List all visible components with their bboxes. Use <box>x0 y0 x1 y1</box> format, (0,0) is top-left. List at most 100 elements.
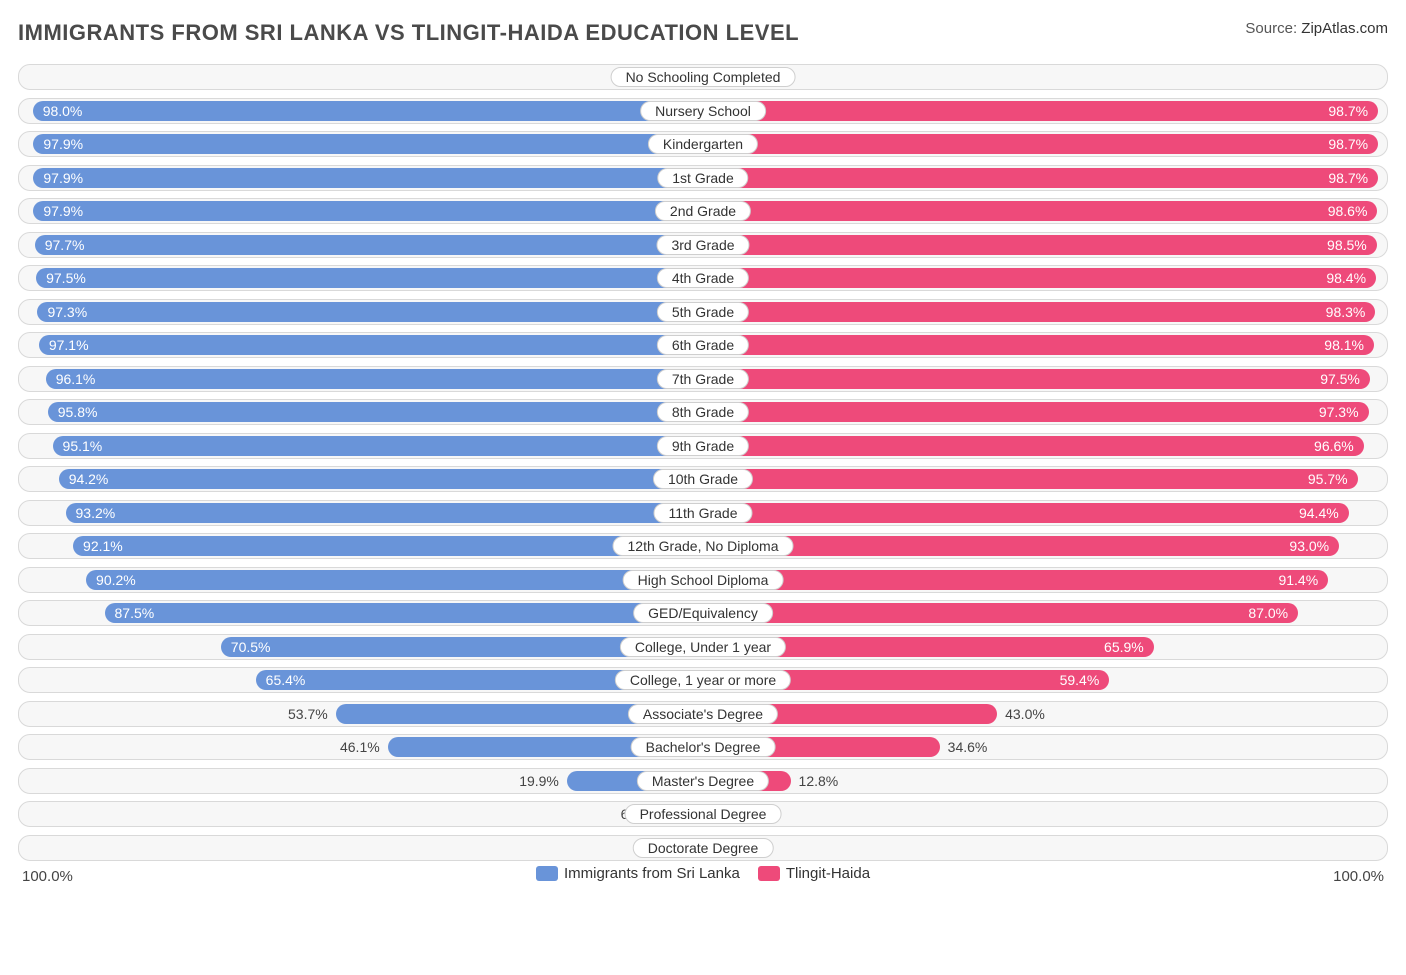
chart-row: 97.5%98.4%4th Grade <box>18 265 1388 291</box>
bar-left: 94.2% <box>59 469 703 489</box>
bar-left: 98.0% <box>33 101 703 121</box>
bar-right-value: 43.0% <box>997 702 1053 726</box>
source-value: ZipAtlas.com <box>1301 20 1388 37</box>
bar-right-value: 97.5% <box>1310 369 1370 389</box>
bar-left: 87.5% <box>105 603 704 623</box>
bar-left: 92.1% <box>73 536 703 556</box>
diverging-bar-chart: 2.0%1.5%No Schooling Completed 98.0% 98.7%… <box>18 64 1388 861</box>
chart-row: 98.0% 98.7% Nursery School <box>18 98 1388 124</box>
bar-left: 90.2% <box>86 570 703 590</box>
chart-row: 87.5% 87.0% GED/Equivalency <box>18 600 1388 626</box>
category-label: GED/Equivalency <box>633 603 773 623</box>
bar-right-value: 98.3% <box>1316 302 1376 322</box>
bar-left-value: 65.4% <box>256 670 316 690</box>
bar-left: 97.1% <box>39 335 703 355</box>
bar-right: 93.0% <box>703 536 1339 556</box>
bar-right-value: 98.7% <box>1318 101 1378 121</box>
legend-label-left: Immigrants from Sri Lanka <box>564 865 740 882</box>
category-label: 2nd Grade <box>655 201 751 221</box>
bar-right-value: 95.7% <box>1298 469 1358 489</box>
bar-left-value: 92.1% <box>73 536 133 556</box>
chart-row: 46.1%34.6%Bachelor's Degree <box>18 734 1388 760</box>
bar-left-value: 97.9% <box>33 168 93 188</box>
category-label: 12th Grade, No Diploma <box>613 536 794 556</box>
bar-right-value: 34.6% <box>940 735 996 759</box>
chart-row: 96.1%97.5%7th Grade <box>18 366 1388 392</box>
category-label: 3rd Grade <box>656 235 749 255</box>
chart-row: 90.2% 91.4% High School Diploma <box>18 567 1388 593</box>
bar-left-value: 90.2% <box>86 570 146 590</box>
bar-right: 98.6% <box>703 201 1377 221</box>
chart-row: 97.7% 98.5% 3rd Grade <box>18 232 1388 258</box>
legend-item-right: Tlingit-Haida <box>758 865 870 882</box>
chart-row: 97.9% 98.6% 2nd Grade <box>18 198 1388 224</box>
chart-row: 6.2%4.0%Professional Degree <box>18 801 1388 827</box>
chart-row: 65.4%59.4%College, 1 year or more <box>18 667 1388 693</box>
legend-item-left: Immigrants from Sri Lanka <box>536 865 740 882</box>
bar-left-value: 94.2% <box>59 469 119 489</box>
bar-right: 97.5% <box>703 369 1370 389</box>
bar-right-value: 98.4% <box>1316 268 1376 288</box>
chart-row: 2.8%1.7%Doctorate Degree <box>18 835 1388 861</box>
chart-row: 92.1% 93.0%12th Grade, No Diploma <box>18 533 1388 559</box>
bar-left: 93.2% <box>66 503 703 523</box>
bar-left-value: 97.9% <box>33 134 93 154</box>
bar-right-value: 98.6% <box>1318 201 1378 221</box>
chart-legend: Immigrants from Sri Lanka Tlingit-Haida <box>18 865 1388 882</box>
category-label: 8th Grade <box>657 402 749 422</box>
bar-right: 94.4% <box>703 503 1349 523</box>
chart-row: 94.2% 95.7% 10th Grade <box>18 466 1388 492</box>
bar-left-value: 53.7% <box>280 702 336 726</box>
bar-left-value: 97.7% <box>35 235 95 255</box>
bar-left-value: 95.8% <box>48 402 108 422</box>
chart-row: 19.9%12.8%Master's Degree <box>18 768 1388 794</box>
bar-right: 95.7% <box>703 469 1358 489</box>
chart-row: 97.1%98.1%6th Grade <box>18 332 1388 358</box>
category-label: 5th Grade <box>657 302 749 322</box>
bar-left: 97.9% <box>33 134 703 154</box>
bar-right-value: 98.7% <box>1318 134 1378 154</box>
bar-right-value: 91.4% <box>1268 570 1328 590</box>
source-label: Source: <box>1245 20 1297 37</box>
bar-right-value: 87.0% <box>1238 603 1298 623</box>
bar-right-value: 59.4% <box>1050 670 1110 690</box>
chart-row: 97.9%98.7%1st Grade <box>18 165 1388 191</box>
bar-left-value: 97.5% <box>36 268 96 288</box>
axis-left-max: 100.0% <box>22 868 73 885</box>
bar-right: 98.7% <box>703 134 1378 154</box>
bar-right-value: 98.7% <box>1318 168 1378 188</box>
chart-title: IMMIGRANTS FROM SRI LANKA VS TLINGIT-HAI… <box>18 20 799 46</box>
chart-header: IMMIGRANTS FROM SRI LANKA VS TLINGIT-HAI… <box>18 20 1388 46</box>
bar-right: 98.4% <box>703 268 1376 288</box>
bar-left: 96.1% <box>46 369 703 389</box>
category-label: Master's Degree <box>637 771 769 791</box>
bar-left-value: 97.9% <box>33 201 93 221</box>
bar-left: 95.1% <box>53 436 703 456</box>
bar-left: 97.9% <box>33 168 703 188</box>
bar-right-value: 65.9% <box>1094 637 1154 657</box>
bar-left: 97.9% <box>33 201 703 221</box>
chart-row: 70.5%65.9%College, Under 1 year <box>18 634 1388 660</box>
category-label: Nursery School <box>640 101 766 121</box>
legend-swatch-left <box>536 866 558 881</box>
category-label: High School Diploma <box>623 570 784 590</box>
chart-row: 95.8% 97.3%8th Grade <box>18 399 1388 425</box>
bar-right: 98.1% <box>703 335 1374 355</box>
category-label: No Schooling Completed <box>611 67 796 87</box>
chart-row: 95.1%96.6%9th Grade <box>18 433 1388 459</box>
bar-right-value: 96.6% <box>1304 436 1364 456</box>
bar-left-value: 87.5% <box>105 603 165 623</box>
bar-right: 97.3% <box>703 402 1369 422</box>
bar-right: 98.5% <box>703 235 1377 255</box>
bar-right: 87.0% <box>703 603 1298 623</box>
category-label: 10th Grade <box>653 469 753 489</box>
legend-swatch-right <box>758 866 780 881</box>
bar-right: 98.7% <box>703 168 1378 188</box>
legend-label-right: Tlingit-Haida <box>786 865 870 882</box>
chart-row: 2.0%1.5%No Schooling Completed <box>18 64 1388 90</box>
chart-row: 93.2%94.4%11th Grade <box>18 500 1388 526</box>
category-label: Bachelor's Degree <box>631 737 776 757</box>
bar-right-value: 94.4% <box>1289 503 1349 523</box>
bar-left-value: 96.1% <box>46 369 106 389</box>
bar-right-value: 98.5% <box>1317 235 1377 255</box>
